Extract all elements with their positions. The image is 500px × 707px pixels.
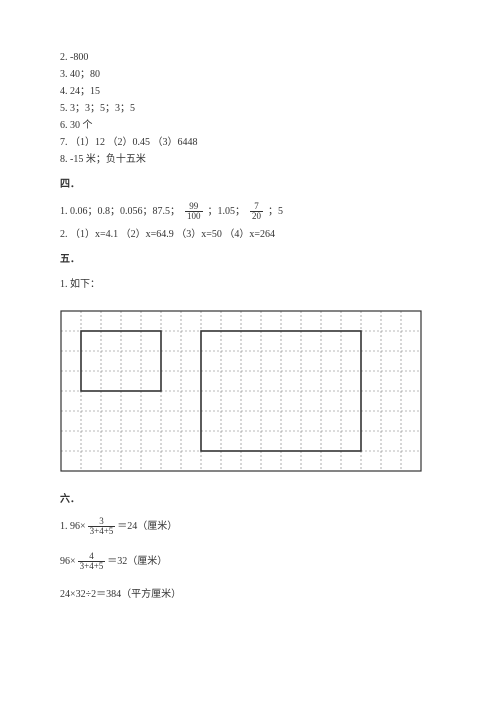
section-6-row-2: 96× 4 3+4+5 ＝32（厘米） — [60, 552, 440, 571]
answer-line-8: 8. -15 米；负十五米 — [60, 152, 440, 167]
section-4-row-2: 2. （1）x=4.1 （2）x=64.9 （3）x=50 （4）x=264 — [60, 227, 440, 242]
section-6-row-1: 1. 96× 3 3+4+5 ＝24（厘米） — [60, 517, 440, 536]
sec4-r1-part-a: 1. 0.06；0.8；0.056；87.5； — [60, 204, 180, 219]
answer-line-5: 5. 3；3；5；3；5 — [60, 101, 440, 116]
fraction-den: 3+4+5 — [78, 561, 106, 571]
grid-svg — [60, 310, 422, 472]
fraction-num: 7 — [250, 202, 263, 211]
answer-line-4: 4. 24；15 — [60, 84, 440, 99]
fraction-den: 100 — [185, 211, 203, 221]
sec6-r2-a: 96× — [60, 554, 76, 569]
sec6-r2-b: ＝32（厘米） — [107, 554, 167, 569]
fraction-num: 3 — [88, 517, 116, 526]
section-4-row-1: 1. 0.06；0.8；0.056；87.5； 99 100 ；1.05； 7 … — [60, 202, 440, 221]
sec6-r1-b: ＝24（厘米） — [117, 519, 177, 534]
section-5-head: 五． — [60, 252, 440, 267]
section-5-line-1: 1. 如下： — [60, 277, 440, 292]
grid-figure — [60, 310, 440, 472]
sec4-r1-part-c: ；5 — [268, 204, 283, 219]
answer-line-7: 7. （1）12 （2）0.45 （3）6448 — [60, 135, 440, 150]
fraction-3-over-sum: 3 3+4+5 — [88, 517, 116, 536]
fraction-7-20: 7 20 — [250, 202, 263, 221]
fraction-99-100: 99 100 — [185, 202, 203, 221]
fraction-num: 4 — [78, 552, 106, 561]
section-6-head: 六． — [60, 492, 440, 507]
answer-line-6: 6. 30 个 — [60, 118, 440, 133]
sec6-r1-a: 1. 96× — [60, 519, 86, 534]
fraction-den: 3+4+5 — [88, 526, 116, 536]
section-4-head: 四． — [60, 177, 440, 192]
fraction-num: 99 — [185, 202, 203, 211]
section-6-row-3: 24×32÷2＝384（平方厘米） — [60, 587, 440, 602]
fraction-den: 20 — [250, 211, 263, 221]
answer-line-2: 2. -800 — [60, 50, 440, 65]
fraction-4-over-sum: 4 3+4+5 — [78, 552, 106, 571]
sec4-r1-part-b: ；1.05； — [208, 204, 246, 219]
answer-line-3: 3. 40；80 — [60, 67, 440, 82]
